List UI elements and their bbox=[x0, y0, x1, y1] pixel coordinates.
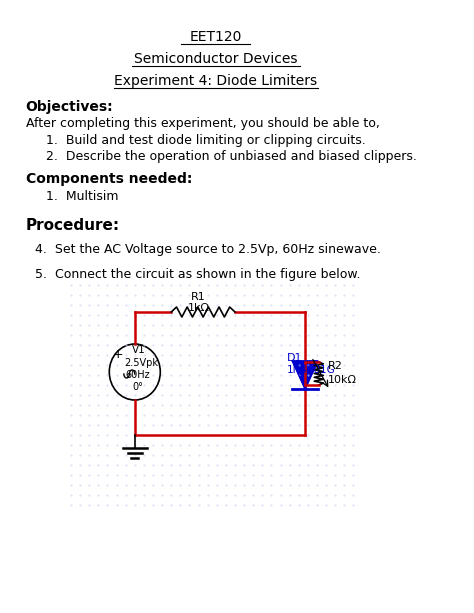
Text: 0°: 0° bbox=[132, 382, 143, 392]
Text: Objectives:: Objectives: bbox=[26, 100, 113, 114]
Text: 5.  Connect the circuit as shown in the figure below.: 5. Connect the circuit as shown in the f… bbox=[35, 268, 360, 281]
Text: Semiconductor Devices: Semiconductor Devices bbox=[134, 52, 298, 66]
Text: 1.  Build and test diode limiting or clipping circuits.: 1. Build and test diode limiting or clip… bbox=[46, 134, 365, 147]
Text: V1: V1 bbox=[132, 345, 146, 355]
Text: Components needed:: Components needed: bbox=[26, 172, 192, 186]
Text: Experiment 4: Diode Limiters: Experiment 4: Diode Limiters bbox=[114, 74, 318, 88]
Text: R2: R2 bbox=[328, 360, 343, 370]
Text: 1N4001G: 1N4001G bbox=[287, 365, 336, 375]
Text: 2.5Vpk: 2.5Vpk bbox=[124, 358, 158, 368]
Text: +: + bbox=[113, 348, 124, 360]
Text: 10kΩ: 10kΩ bbox=[328, 375, 357, 384]
Text: R1: R1 bbox=[191, 292, 206, 302]
Text: 1kΩ: 1kΩ bbox=[188, 303, 210, 313]
Text: 1.  Multisim: 1. Multisim bbox=[46, 190, 118, 203]
Text: 4.  Set the AC Voltage source to 2.5Vp, 60Hz sinewave.: 4. Set the AC Voltage source to 2.5Vp, 6… bbox=[35, 243, 381, 256]
Text: Procedure:: Procedure: bbox=[26, 218, 119, 233]
Polygon shape bbox=[292, 361, 318, 389]
Text: D1: D1 bbox=[287, 353, 302, 363]
Text: 2.  Describe the operation of unbiased and biased clippers.: 2. Describe the operation of unbiased an… bbox=[46, 150, 417, 163]
Text: EET120: EET120 bbox=[190, 30, 242, 44]
Text: After completing this experiment, you should be able to,: After completing this experiment, you sh… bbox=[26, 117, 379, 130]
Text: 60Hz: 60Hz bbox=[126, 370, 150, 380]
